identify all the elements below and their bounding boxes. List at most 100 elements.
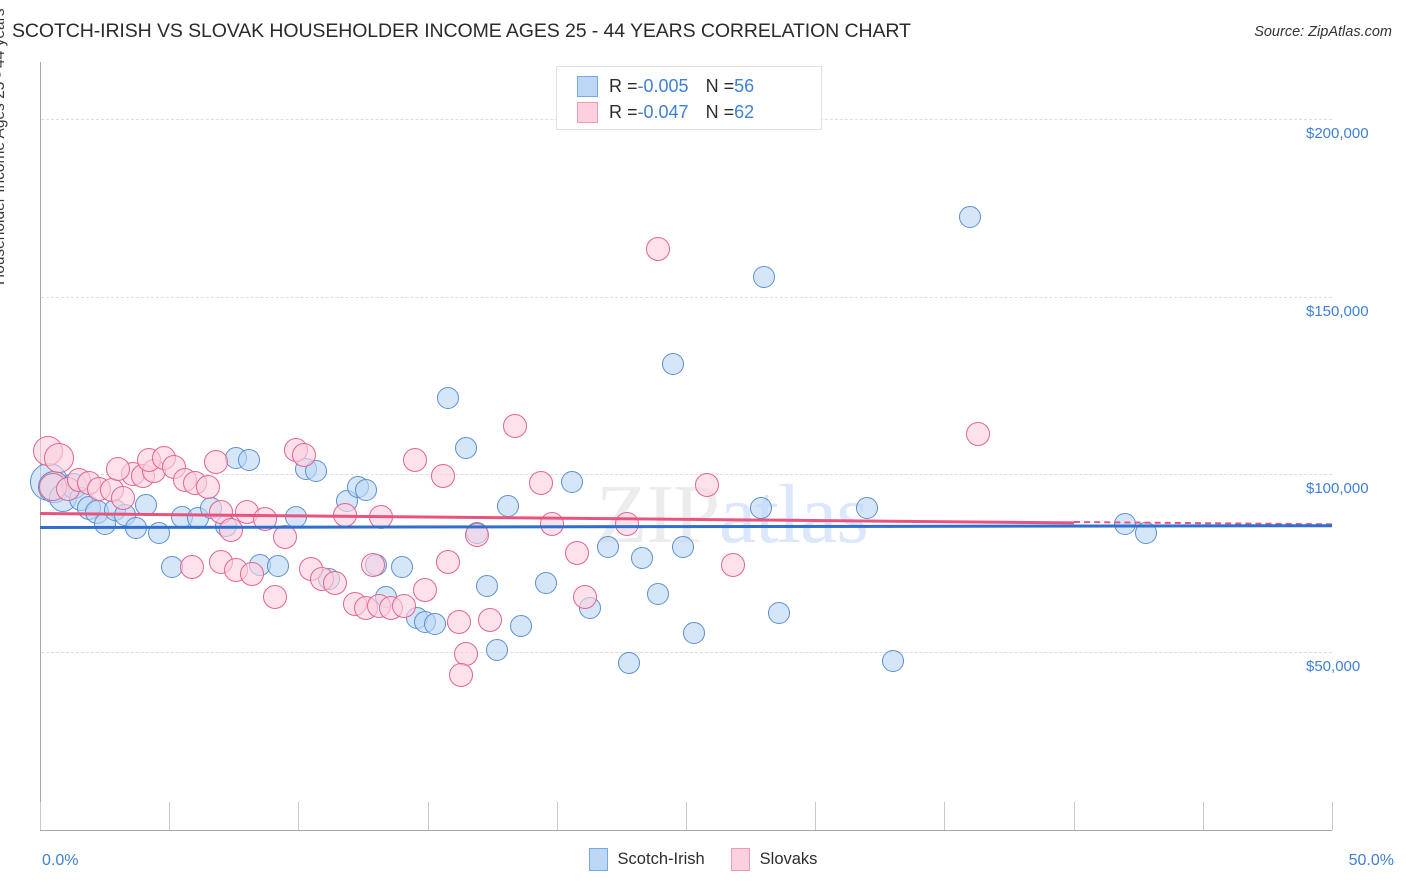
legend-r-value-2: -0.047 [637,101,689,122]
scatter-point-blue[interactable] [597,536,620,559]
x-axis-tick [169,802,171,830]
scatter-point-pink[interactable] [180,554,205,579]
scatter-point-blue[interactable] [147,522,170,545]
scatter-point-pink[interactable] [529,471,554,496]
page-title: SCOTCH-IRISH VS SLOVAK HOUSEHOLDER INCOM… [12,20,911,42]
scatter-point-blue[interactable] [646,582,669,605]
scatter-point-pink[interactable] [573,585,598,610]
scatter-point-blue[interactable] [390,555,413,578]
scatter-point-blue[interactable] [959,205,982,228]
scatter-point-blue[interactable] [455,436,478,459]
scatter-point-pink[interactable] [263,585,288,610]
x-axis-tick [1202,802,1204,830]
series-label-scotch-irish: Scotch-Irish [617,850,705,868]
scatter-point-blue[interactable] [509,614,532,637]
scatter-point-pink[interactable] [413,578,438,602]
scatter-point-pink[interactable] [392,594,417,618]
scatter-point-pink[interactable] [291,442,316,467]
scatter-point-pink[interactable] [539,512,564,537]
x-axis-tick [815,802,817,830]
series-legend-item-slovaks[interactable]: Slovaks [730,848,818,871]
x-axis-tick [556,802,558,830]
y-axis-title: Householder Income Ages 25 - 44 years [0,8,8,285]
scatter-point-blue[interactable] [768,602,791,625]
scatter-point-blue[interactable] [266,555,289,578]
scatter-point-pink[interactable] [402,448,427,473]
scatter-point-pink[interactable] [503,414,528,439]
gridline [41,474,1332,476]
scatter-point-blue[interactable] [284,506,307,529]
scatter-point-blue[interactable] [424,612,447,635]
legend-row-slovaks: R = -0.047 N = 62 [577,99,754,125]
legend-swatch-pink [577,101,598,123]
scatter-point-blue[interactable] [749,497,772,520]
scatter-point-pink[interactable] [332,503,357,528]
scatter-point-blue[interactable] [1134,522,1157,545]
scatter-point-pink[interactable] [322,570,347,595]
scatter-point-pink[interactable] [44,443,75,474]
legend-swatch-blue [577,75,598,97]
scatter-point-pink[interactable] [565,540,590,565]
scatter-point-blue[interactable] [672,536,695,559]
scatter-point-pink[interactable] [273,524,298,549]
series-swatch-slovaks [730,848,750,871]
scatter-point-pink[interactable] [195,474,220,499]
scatter-point-pink[interactable] [720,553,745,578]
scatter-point-blue[interactable] [134,493,157,516]
y-axis-tick-label: $100,000 [1306,480,1369,498]
scatter-point-blue[interactable] [486,639,509,662]
series-legend-item-scotch-irish[interactable]: Scotch-Irish [588,848,705,871]
scatter-point-blue[interactable] [124,516,147,539]
source-label: Source: ZipAtlas.com [1254,24,1392,40]
scatter-point-blue[interactable] [855,497,878,520]
y-axis-tick-label: $50,000 [1306,658,1361,676]
scatter-point-pink[interactable] [449,663,474,688]
scatter-point-pink[interactable] [105,457,130,482]
scatter-point-blue[interactable] [752,266,775,289]
scatter-point-pink[interactable] [436,549,461,574]
scatter-point-blue[interactable] [618,651,641,674]
scatter-point-pink[interactable] [239,562,264,586]
x-axis-tick [1073,802,1075,830]
scatter-point-blue[interactable] [305,459,328,482]
scatter-point-pink[interactable] [369,505,394,530]
scatter-point-blue[interactable] [354,479,377,502]
scatter-point-pink[interactable] [252,506,277,531]
series-legend: Scotch-Irish Slovaks [0,848,1406,871]
x-axis-tick [686,802,687,830]
scatter-point-pink[interactable] [446,610,471,634]
scatter-point-blue[interactable] [476,575,499,598]
scatter-point-pink[interactable] [965,421,990,446]
correlation-legend: R = -0.005 N = 56 R = -0.047 N = 62 [556,66,822,130]
scatter-point-blue[interactable] [535,571,558,594]
x-axis-tick [1332,802,1333,830]
scatter-point-pink[interactable] [477,608,502,633]
x-axis-max-label: 50.0% [1348,852,1394,869]
scatter-point-pink[interactable] [203,450,228,474]
scatter-point-blue[interactable] [561,470,584,493]
scatter-point-pink[interactable] [614,512,639,537]
legend-row-scotch-irish: R = -0.005 N = 56 [577,73,754,99]
scatter-point-blue[interactable] [662,353,685,376]
scatter-point-blue[interactable] [238,449,261,472]
series-label-slovaks: Slovaks [759,850,818,868]
x-axis-min-label: 0.0% [42,852,79,869]
scatter-point-pink[interactable] [431,464,456,489]
x-axis-tick [427,802,429,830]
scatter-point-blue[interactable] [631,547,654,569]
scatter-point-blue[interactable] [1114,513,1137,536]
scatter-point-blue[interactable] [496,495,519,518]
scatter-point-pink[interactable] [361,553,386,578]
scatter-point-blue[interactable] [881,650,904,673]
legend-n-value-1: 56 [734,75,755,96]
scatter-point-blue[interactable] [437,387,460,409]
scatter-point-pink[interactable] [110,485,135,510]
legend-n-label-1: N = [705,75,735,96]
scatter-point-pink[interactable] [464,522,489,547]
plot-area: ZIPatlas [30,62,1333,831]
x-axis-tick [944,802,946,830]
scatter-point-pink[interactable] [645,236,670,261]
scatter-point-pink[interactable] [694,473,719,498]
scatter-point-blue[interactable] [682,621,705,644]
gridline [41,296,1332,298]
